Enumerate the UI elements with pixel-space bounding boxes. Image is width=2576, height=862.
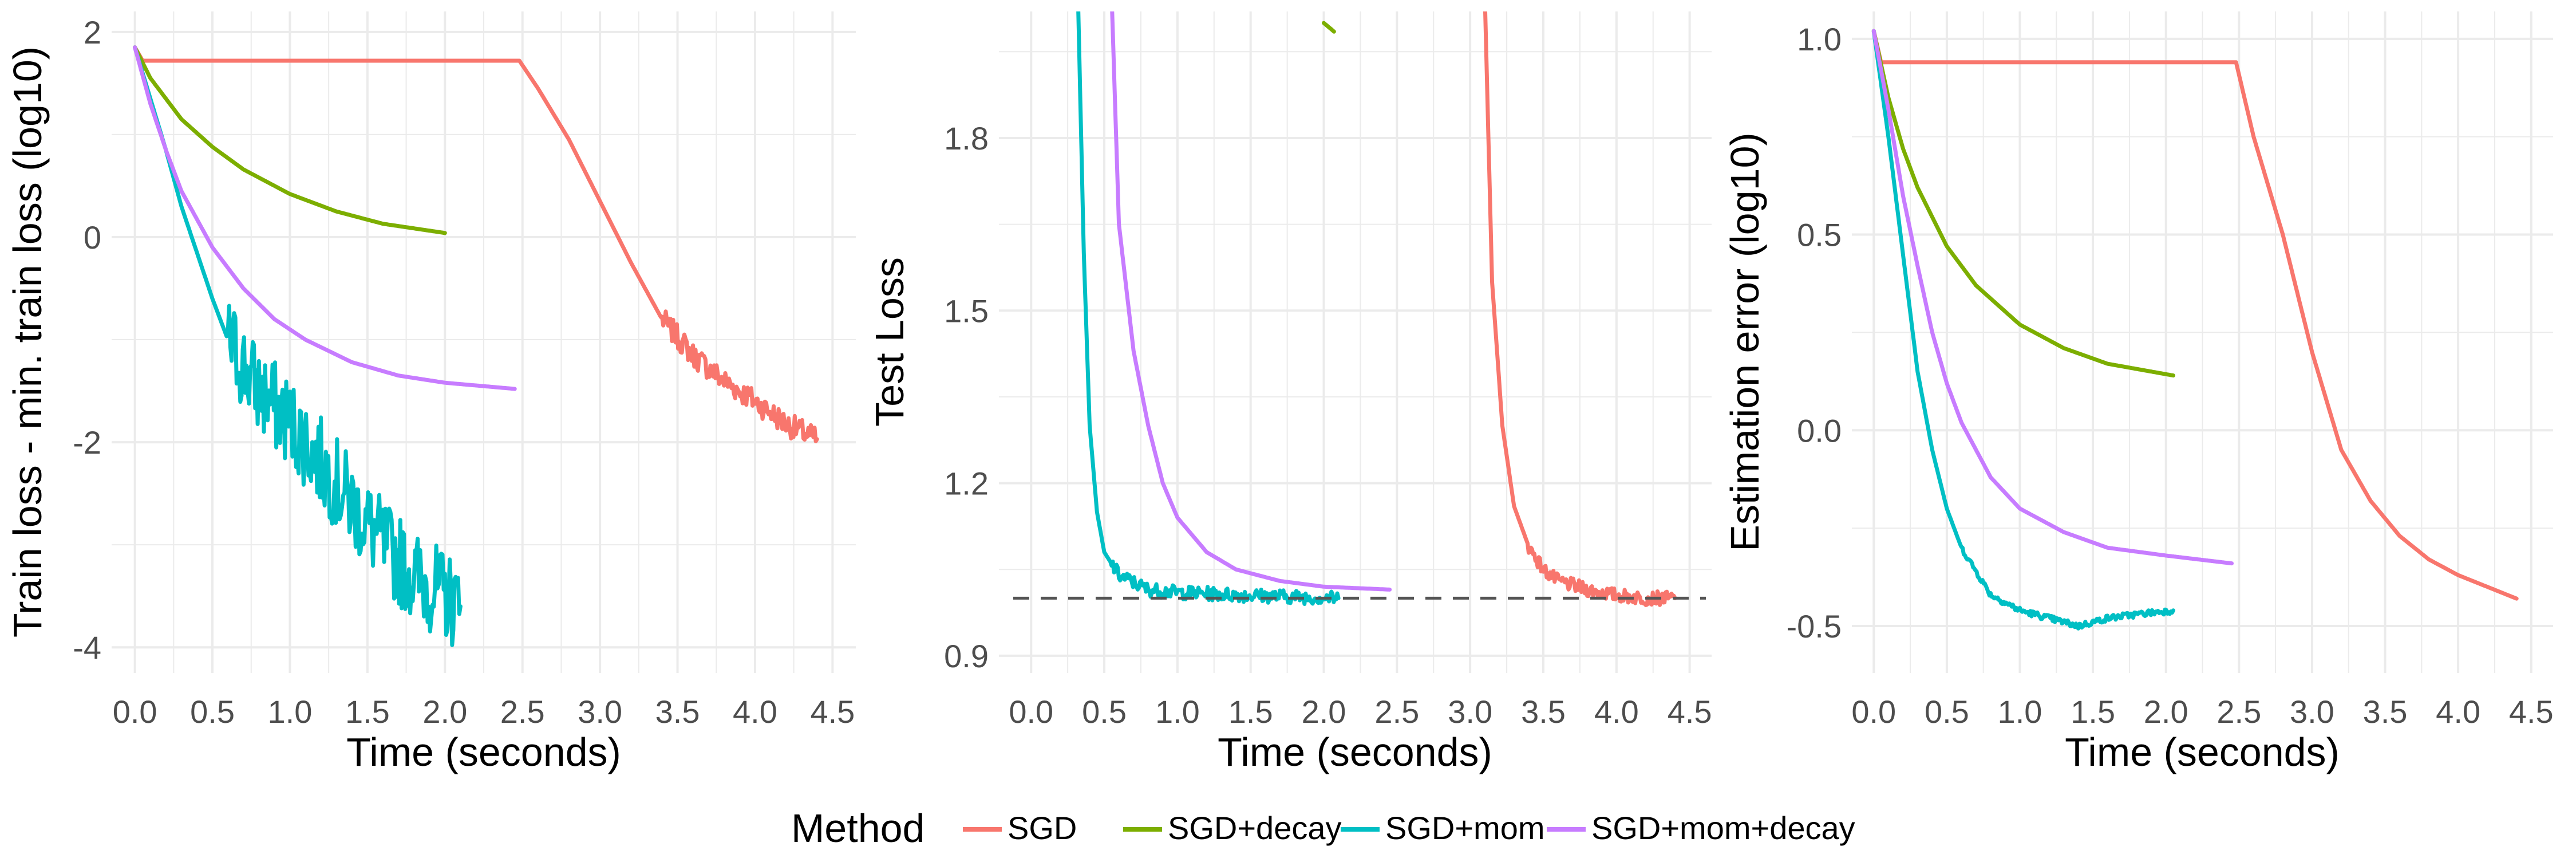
panel-test-loss-x-ticks: 0.0 0.5 1.0 1.5 2.0 2.5 3.0 3.5 4.0 4.5: [1009, 694, 1712, 730]
legend-label-sgd-decay: SGD+decay: [1168, 810, 1342, 846]
panel-test-loss-y-tick-label: 1.5: [944, 293, 989, 329]
panel-train-loss-y-tick-label: 2: [84, 14, 101, 50]
panel-test-loss-x-tick-label: 4.0: [1594, 694, 1639, 730]
legend-entry-sgd-decay: SGD+decay: [1123, 810, 1342, 846]
legend-entry-sgd-mom: SGD+mom: [1341, 810, 1545, 846]
panel-train-loss-x-tick-label: 0.0: [113, 694, 157, 730]
panel-estimation-error-y-axis-label: Estimation error (log10): [1722, 132, 1767, 551]
panel-test-loss-y-tick-label: 1.8: [944, 120, 989, 156]
panel-estimation-error-series-sgd-decay: [1871, 29, 2175, 378]
panel-estimation-error-y-ticks: -0.5 0.0 0.5 1.0: [1787, 21, 1842, 644]
legend-items: SGD SGD+decay SGD+mom SGD+mom+decay: [963, 810, 1855, 846]
panel-estimation-error-x-tick-label: 4.5: [2509, 694, 2554, 730]
panel-test-loss-y-axis-label: Test Loss: [867, 257, 912, 427]
panel-train-loss-series-sgd-mom: [133, 45, 463, 647]
panel-train-loss: -4 -2 0 2 0.0 0.5 1.0 1.5 2.0 2.5 3.0 3.5 4.0 4.5 Ti…: [5, 11, 856, 774]
panel-test-loss-series-sgd-mom: [1076, 11, 1341, 606]
panel-estimation-error-y-tick-label: 1.0: [1797, 21, 1842, 57]
panel-train-loss-x-tick-label: 1.0: [268, 694, 313, 730]
panel-estimation-error-x-axis-label: Time (seconds): [2065, 730, 2340, 774]
legend-entry-sgd-mom-decay: SGD+mom+decay: [1547, 810, 1855, 846]
panel-estimation-error-x-tick-label: 3.5: [2363, 694, 2408, 730]
panel-test-loss-x-tick-label: 2.0: [1302, 694, 1346, 730]
panel-train-loss-series-sgd-mom-decay: [133, 45, 517, 391]
panel-train-loss-lines: [133, 45, 819, 647]
panel-train-loss-x-ticks: 0.0 0.5 1.0 1.5 2.0 2.5 3.0 3.5 4.0 4.5: [113, 694, 855, 730]
panel-estimation-error-y-tick-label: -0.5: [1787, 608, 1842, 644]
panel-test-loss-y-tick-label: 1.2: [944, 466, 989, 502]
legend-label-sgd-mom-decay: SGD+mom+decay: [1591, 810, 1855, 846]
panel-test-loss-lines: [1013, 11, 1706, 607]
panel-test-loss-y-ticks: 0.9 1.2 1.5 1.8: [944, 120, 989, 674]
panel-test-loss-x-axis-label: Time (seconds): [1218, 730, 1492, 774]
panel-estimation-error-x-tick-label: 3.0: [2290, 694, 2334, 730]
panel-test-loss-x-tick-label: 2.5: [1374, 694, 1419, 730]
panel-test-loss-x-tick-label: 0.5: [1082, 694, 1127, 730]
panel-test-loss-x-tick-label: 1.0: [1155, 694, 1200, 730]
panel-test-loss-x-tick-label: 0.0: [1009, 694, 1053, 730]
panel-estimation-error-series-sgd: [1871, 29, 2519, 601]
panel-test-loss-x-tick-label: 3.0: [1448, 694, 1492, 730]
panel-estimation-error-x-tick-label: 4.0: [2436, 694, 2480, 730]
panel-train-loss-y-tick-label: -4: [73, 629, 101, 666]
panel-estimation-error-x-tick-label: 0.5: [1925, 694, 1969, 730]
panel-estimation-error-x-tick-label: 1.0: [1998, 694, 2042, 730]
panel-test-loss-x-tick-label: 4.5: [1668, 694, 1712, 730]
panel-train-loss-x-tick-label: 2.0: [422, 694, 467, 730]
panel-train-loss-y-tick-label: -2: [73, 424, 101, 460]
legend-title: Method: [791, 806, 924, 851]
panel-train-loss-x-tick-label: 4.0: [733, 694, 777, 730]
panel-test-loss: 0.9 1.2 1.5 1.8 0.0 0.5 1.0 1.5 2.0 2.5 3.0 3.5 4.0…: [867, 11, 1712, 774]
panel-train-loss-x-tick-label: 3.0: [578, 694, 622, 730]
panel-train-loss-x-tick-label: 0.5: [190, 694, 235, 730]
panel-estimation-error-x-tick-label: 2.0: [2144, 694, 2188, 730]
panel-estimation-error-y-tick-label: 0.0: [1797, 412, 1842, 448]
panel-train-loss-grid: [112, 11, 856, 673]
panel-test-loss-series-sgd: [1483, 11, 1677, 607]
panel-test-loss-series-sgd-mom-decay: [1110, 11, 1392, 592]
panel-train-loss-x-tick-label: 2.5: [500, 694, 545, 730]
panel-estimation-error: -0.5 0.0 0.5 1.0 0.0 0.5 1.0 1.5 2.0 2.5 3.0 3.5 4.…: [1722, 11, 2554, 774]
panel-train-loss-y-tick-label: 0: [84, 219, 101, 255]
panel-estimation-error-series-sgd-mom-decay: [1871, 29, 2234, 566]
legend-label-sgd-mom: SGD+mom: [1385, 810, 1545, 846]
panel-train-loss-x-tick-label: 1.5: [345, 694, 390, 730]
panel-estimation-error-grid: [1852, 11, 2553, 673]
panel-train-loss-series-sgd: [133, 45, 819, 443]
panel-test-loss-grid: [999, 11, 1712, 673]
panel-estimation-error-x-ticks: 0.0 0.5 1.0 1.5 2.0 2.5 3.0 3.5 4.0 4.5: [1851, 694, 2553, 730]
legend-entry-sgd: SGD: [963, 810, 1077, 846]
panel-test-loss-series-sgd-decay: [1322, 21, 1336, 34]
panel-estimation-error-x-tick-label: 0.0: [1851, 694, 1896, 730]
panel-train-loss-series-sgd-decay: [133, 45, 447, 235]
panel-estimation-error-y-tick-label: 0.5: [1797, 217, 1842, 253]
panel-estimation-error-lines: [1871, 29, 2519, 631]
panel-train-loss-x-tick-label: 4.5: [810, 694, 855, 730]
panel-test-loss-y-tick-label: 0.9: [944, 638, 989, 674]
panel-estimation-error-x-tick-label: 1.5: [2071, 694, 2115, 730]
panel-test-loss-x-tick-label: 3.5: [1521, 694, 1566, 730]
panel-train-loss-x-axis-label: Time (seconds): [346, 730, 621, 774]
panel-train-loss-y-axis-label: Train loss - min. train loss (log10): [5, 46, 50, 637]
panel-train-loss-x-tick-label: 3.5: [655, 694, 700, 730]
legend: Method SGD SGD+decay SGD+mom SGD+mom+decay: [791, 806, 1855, 851]
legend-label-sgd: SGD: [1008, 810, 1077, 846]
panel-test-loss-x-tick-label: 1.5: [1228, 694, 1273, 730]
panel-train-loss-y-ticks: -4 -2 0 2: [73, 14, 101, 666]
panel-estimation-error-x-tick-label: 2.5: [2217, 694, 2261, 730]
panel-estimation-error-series-sgd-mom: [1871, 29, 2175, 631]
